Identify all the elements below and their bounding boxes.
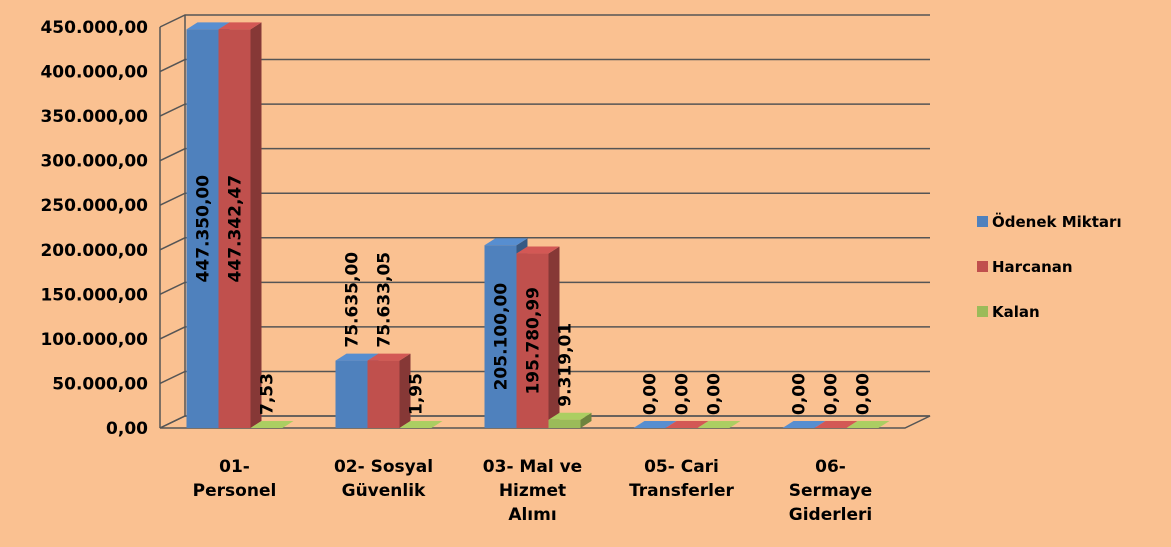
y-tick-label: 250.000,00 (40, 196, 148, 216)
bar-top (665, 421, 709, 428)
bar (399, 420, 443, 428)
x-tick-line: 03- Mal ve (483, 457, 582, 477)
value-label: 75.635,00 (343, 252, 363, 348)
grid-line (159, 281, 930, 296)
value-label: 195.780,99 (524, 287, 544, 395)
bar-side (399, 353, 411, 428)
value-label: 75.633,05 (375, 252, 395, 348)
legend-label: Harcanan (992, 258, 1073, 276)
y-tick-label: 50.000,00 (52, 374, 148, 394)
bar (218, 22, 262, 428)
bar-top (399, 420, 443, 428)
y-tick-label: 0,00 (106, 419, 148, 439)
value-label: 1,95 (407, 373, 427, 415)
x-tick-line: Güvenlik (342, 481, 426, 501)
value-label: 0,00 (790, 373, 810, 415)
value-label: 447.350,00 (194, 175, 214, 283)
y-tick-label: 450.000,00 (40, 18, 148, 38)
bar (250, 420, 294, 428)
bar-side (250, 22, 262, 428)
bar-top (846, 421, 890, 428)
legend-swatch (977, 216, 988, 227)
x-tick-label: 02- Sosyal Güvenlik (334, 457, 433, 501)
bar (814, 421, 858, 428)
x-tick-line: 02- Sosyal (334, 457, 433, 477)
x-tick-line: Sermaye (789, 481, 872, 501)
bar-front (186, 29, 219, 428)
value-label: 205.100,00 (492, 283, 512, 391)
value-label: 447.342,47 (226, 175, 246, 283)
bar-side (580, 412, 592, 428)
bar-front (548, 419, 581, 428)
value-label: 0,00 (854, 373, 874, 415)
bar-top (484, 238, 528, 246)
grid-line (159, 237, 930, 251)
bar-top (814, 421, 858, 428)
bar-top (633, 421, 677, 428)
x-tick-line: Transferler (629, 481, 734, 501)
x-tick-line: Giderleri (789, 505, 872, 525)
bar (846, 421, 890, 428)
bar-side (548, 246, 560, 428)
grid-line (159, 326, 930, 340)
bar (633, 421, 677, 428)
bar-top (335, 353, 379, 361)
bar-front (218, 29, 251, 428)
legend-swatch (977, 306, 988, 317)
value-label: 0,00 (673, 373, 693, 415)
bar-front (516, 253, 549, 428)
bar (782, 421, 826, 428)
x-tick-line: Personel (193, 481, 277, 501)
value-label: 7,53 (258, 373, 278, 415)
grid-line (159, 58, 930, 73)
grid-line (159, 147, 930, 162)
value-label: 0,00 (705, 373, 725, 415)
bar (665, 421, 709, 428)
value-label: 0,00 (822, 373, 842, 415)
bar-top (186, 22, 230, 30)
bar-top (367, 353, 411, 361)
grid-line (159, 192, 930, 206)
bar (697, 421, 741, 428)
x-tick-label: 06- Sermaye Giderleri (789, 457, 872, 525)
bar (367, 353, 411, 428)
legend-label: Ödenek Miktarı (992, 212, 1122, 231)
bar-front (335, 360, 368, 428)
x-tick-label: 01- Personel (193, 457, 277, 501)
bar-top (782, 421, 826, 428)
x-tick-label: 03- Mal ve Hizmet Alımı (483, 457, 582, 525)
bar (516, 246, 560, 428)
grid-line (159, 103, 930, 117)
bar-top (250, 420, 294, 428)
y-tick-label: 300.000,00 (40, 152, 148, 172)
bar-top (548, 412, 592, 420)
x-tick-line: 01- (219, 457, 250, 477)
bar-side (282, 420, 294, 428)
bar-top (697, 421, 741, 428)
bar (548, 412, 592, 428)
grid-line (159, 14, 930, 28)
y-tick-label: 100.000,00 (40, 330, 148, 350)
y-tick-label: 200.000,00 (40, 241, 148, 261)
y-tick-label: 400.000,00 (40, 63, 148, 83)
bar-front (484, 245, 517, 428)
x-tick-line: Alımı (508, 505, 556, 525)
bar-front (367, 360, 400, 428)
grid-line (159, 370, 930, 385)
x-tick-line: 06- (815, 457, 846, 477)
x-tick-line: 05- Cari (644, 457, 719, 477)
value-label: 9.319,01 (556, 323, 576, 407)
bar-side (431, 420, 443, 428)
x-tick-line: Hizmet (499, 481, 566, 501)
legend-swatch (977, 261, 988, 272)
value-label: 0,00 (641, 373, 661, 415)
y-tick-label: 350.000,00 (40, 107, 148, 127)
bar-top (516, 246, 560, 254)
bar-top (218, 22, 262, 30)
legend-label: Kalan (992, 303, 1040, 321)
grid-line (159, 415, 930, 429)
y-tick-label: 150.000,00 (40, 285, 148, 305)
x-tick-label: 05- Cari Transferler (629, 457, 734, 501)
